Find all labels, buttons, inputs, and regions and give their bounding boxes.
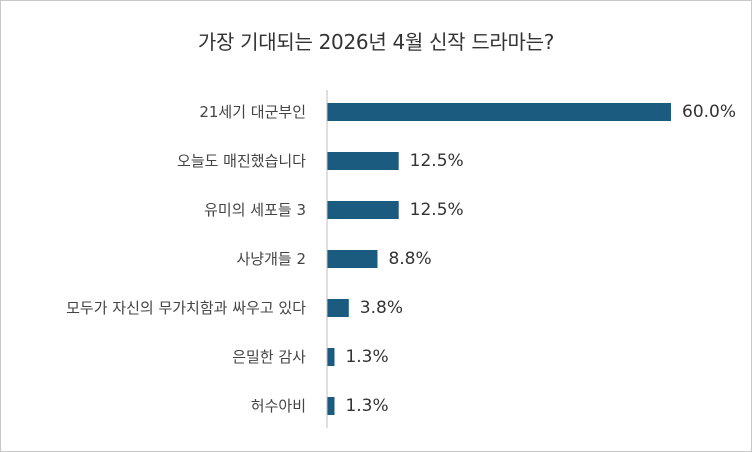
value-label: 12.5% bbox=[410, 151, 464, 171]
value-label: 1.3% bbox=[345, 396, 388, 416]
bar bbox=[327, 299, 349, 317]
value-label: 8.8% bbox=[388, 249, 431, 269]
bar bbox=[327, 201, 399, 219]
value-label: 12.5% bbox=[410, 200, 464, 220]
value-label: 3.8% bbox=[360, 298, 403, 318]
bar bbox=[327, 103, 671, 121]
category-label: 21세기 대군부인 bbox=[199, 103, 306, 121]
category-label: 사냥개들 2 bbox=[236, 250, 306, 268]
bar bbox=[327, 348, 335, 366]
category-label: 은밀한 감사 bbox=[232, 348, 306, 366]
category-label: 허수아비 bbox=[251, 397, 306, 415]
bar bbox=[327, 397, 335, 415]
chart-title: 가장 기대되는 2026년 4월 신작 드라마는? bbox=[197, 30, 555, 54]
category-label: 오늘도 매진했습니다 bbox=[177, 152, 306, 170]
value-label: 60.0% bbox=[682, 102, 736, 122]
bar bbox=[327, 152, 399, 170]
category-label: 유미의 세포들 3 bbox=[204, 201, 306, 219]
bar bbox=[327, 250, 378, 268]
value-label: 1.3% bbox=[345, 347, 388, 367]
category-label: 모두가 자신의 무가치함과 싸우고 있다 bbox=[66, 299, 306, 317]
